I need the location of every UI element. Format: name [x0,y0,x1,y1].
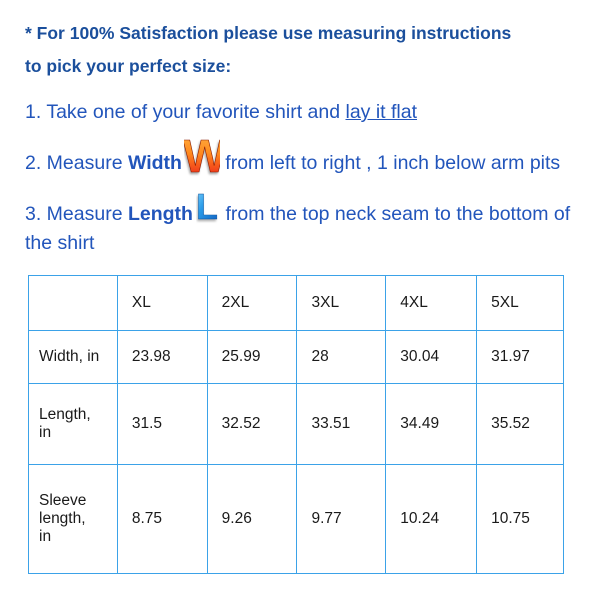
svg-text:W: W [184,134,220,182]
svg-text:L: L [196,188,218,226]
